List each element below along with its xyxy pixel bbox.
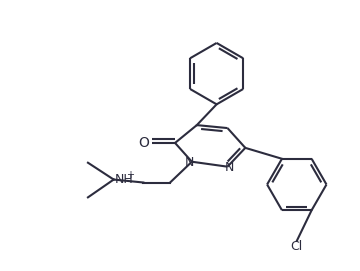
Text: Cl: Cl bbox=[291, 240, 303, 253]
Text: N: N bbox=[225, 161, 234, 174]
Text: +: + bbox=[126, 170, 135, 180]
Text: NH: NH bbox=[115, 173, 134, 186]
Text: N: N bbox=[185, 156, 195, 169]
Text: O: O bbox=[138, 136, 149, 150]
